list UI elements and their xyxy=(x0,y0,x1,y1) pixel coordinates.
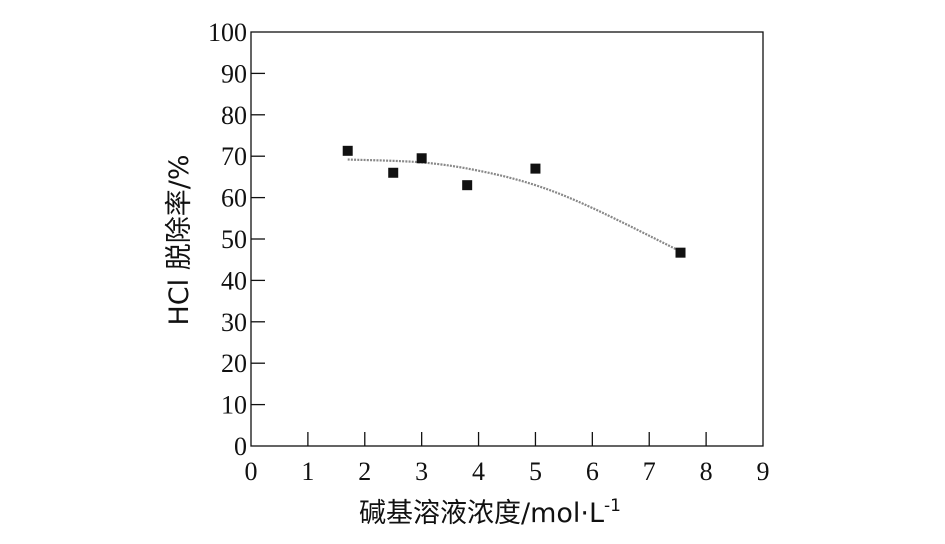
data-point xyxy=(388,167,399,178)
x-tick-label: 0 xyxy=(245,457,258,486)
y-tick-label: 10 xyxy=(221,391,247,420)
x-tick-label: 6 xyxy=(586,457,599,486)
trendline xyxy=(347,158,681,253)
x-tick-label: 3 xyxy=(415,457,428,486)
x-tick-label: 7 xyxy=(643,457,656,486)
x-axis-ticks: 0 1 2 3 4 5 6 7 8 9 xyxy=(245,432,770,486)
data-point xyxy=(416,153,427,164)
x-tick-label: 9 xyxy=(757,457,770,486)
y-axis-title: HCl 脱除率/% xyxy=(164,155,195,326)
y-tick-label: 50 xyxy=(221,225,247,254)
y-tick-label: 80 xyxy=(221,101,247,130)
y-tick-label: 70 xyxy=(221,142,247,171)
y-tick-label: 20 xyxy=(221,349,247,378)
y-tick-label: 40 xyxy=(221,266,247,295)
x-tick-label: 1 xyxy=(301,457,314,486)
x-tick-label: 2 xyxy=(358,457,371,486)
data-point xyxy=(530,163,541,174)
y-tick-label: 30 xyxy=(221,308,247,337)
data-point xyxy=(462,180,473,191)
plot-frame xyxy=(250,31,764,447)
data-point xyxy=(342,145,353,156)
x-tick-label: 5 xyxy=(529,457,542,486)
y-tick-label: 0 xyxy=(234,432,247,461)
trendline-layer xyxy=(347,158,681,253)
plot-border xyxy=(250,31,764,447)
data-point xyxy=(675,247,686,258)
y-tick-label: 90 xyxy=(221,59,247,88)
data-points xyxy=(342,145,686,258)
x-tick-label: 8 xyxy=(700,457,713,486)
x-tick-label: 4 xyxy=(472,457,485,486)
y-axis-ticks: 0 10 20 30 40 50 60 70 80 90 100 xyxy=(208,18,265,461)
y-tick-label: 60 xyxy=(221,184,247,213)
y-tick-label: 100 xyxy=(208,18,247,47)
x-axis-title: 碱基溶液浓度/mol·L-1 xyxy=(359,496,621,529)
